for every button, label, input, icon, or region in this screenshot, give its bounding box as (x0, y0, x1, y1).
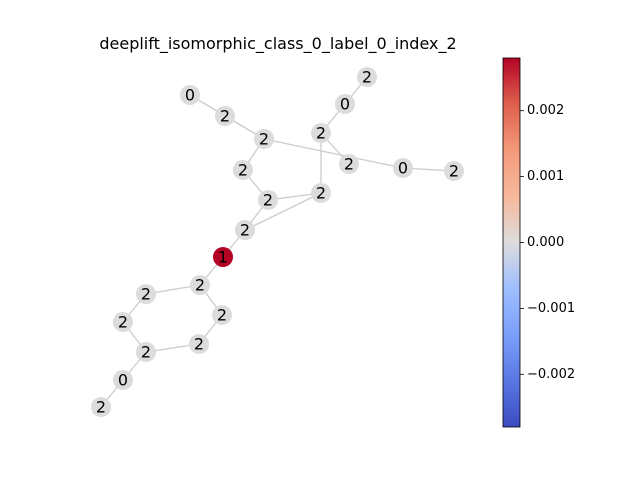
node-label: 2 (238, 161, 248, 180)
node-circle (113, 312, 133, 332)
graph-node: 2 (339, 154, 359, 174)
node-label: 0 (118, 371, 128, 390)
graph-node: 2 (233, 160, 253, 180)
node-circle (335, 94, 355, 114)
node-label: 0 (185, 86, 195, 105)
node-label: 2 (263, 191, 273, 210)
node-circle (215, 106, 235, 126)
graph-node: 2 (136, 342, 156, 362)
node-label: 2 (220, 107, 230, 126)
graph-node: 2 (189, 334, 209, 354)
graph-node: 2 (357, 67, 377, 87)
node-label: 2 (449, 162, 459, 181)
graph-node: 0 (335, 94, 355, 114)
node-label: 2 (240, 221, 250, 240)
graph-edge (263, 138, 404, 169)
node-circle (339, 154, 359, 174)
node-circle (311, 183, 331, 203)
graph-node: 2 (311, 183, 331, 203)
colorbar-tick-label: 0.002 (527, 103, 564, 118)
node-circle (213, 247, 233, 267)
colorbar-tick-label: −0.002 (527, 367, 575, 382)
node-circle (136, 342, 156, 362)
graph-node: 2 (215, 106, 235, 126)
node-label: 2 (194, 335, 204, 354)
node-circle (258, 190, 278, 210)
node-label: 2 (217, 306, 227, 325)
node-label: 2 (362, 68, 372, 87)
graph-node: 2 (235, 220, 255, 240)
graph-node: 0 (180, 85, 200, 105)
node-label: 2 (195, 276, 205, 295)
colorbar: 0.002 0.001 0.000 −0.001 −0.002 (502, 57, 575, 428)
graph-node: 2 (190, 275, 210, 295)
node-label: 2 (316, 124, 326, 143)
graph-node: 1 (213, 247, 233, 267)
graph-node: 2 (254, 129, 274, 149)
node-circle (235, 220, 255, 240)
graph-node: 2 (311, 123, 331, 143)
node-circle (212, 305, 232, 325)
graph-node: 0 (393, 158, 413, 178)
graph-node: 2 (212, 305, 232, 325)
node-circle (113, 370, 133, 390)
graph-node: 2 (258, 190, 278, 210)
colorbar-tick-label: 0.001 (527, 169, 564, 184)
node-label: 2 (96, 398, 106, 417)
node-label: 2 (259, 130, 269, 149)
graph-node: 2 (136, 284, 156, 304)
chart-title: deeplift_isomorphic_class_0_label_0_inde… (99, 34, 457, 53)
node-label: 0 (340, 95, 350, 114)
graph-node: 2 (91, 397, 111, 417)
colorbar-tick-label: −0.001 (527, 301, 575, 316)
colorbar-gradient (502, 57, 521, 428)
node-circle (136, 284, 156, 304)
node-label: 2 (141, 343, 151, 362)
node-label: 1 (218, 248, 228, 267)
graph-node: 0 (113, 370, 133, 390)
colorbar-tick-label: 0.000 (527, 235, 564, 250)
node-circle (311, 123, 331, 143)
node-label: 2 (141, 285, 151, 304)
node-circle (444, 161, 464, 181)
graph-node: 2 (113, 312, 133, 332)
colorbar-ticks: 0.002 0.001 0.000 −0.001 −0.002 (520, 103, 575, 382)
node-circle (357, 67, 377, 87)
node-label: 2 (344, 155, 354, 174)
node-circle (254, 129, 274, 149)
graph-node: 2 (444, 161, 464, 181)
node-circle (393, 158, 413, 178)
node-circle (189, 334, 209, 354)
node-circle (91, 397, 111, 417)
node-circle (233, 160, 253, 180)
node-label: 2 (118, 313, 128, 332)
graph-edge (244, 192, 322, 231)
node-circle (180, 85, 200, 105)
node-label: 2 (316, 184, 326, 203)
node-label: 0 (398, 159, 408, 178)
node-circle (190, 275, 210, 295)
